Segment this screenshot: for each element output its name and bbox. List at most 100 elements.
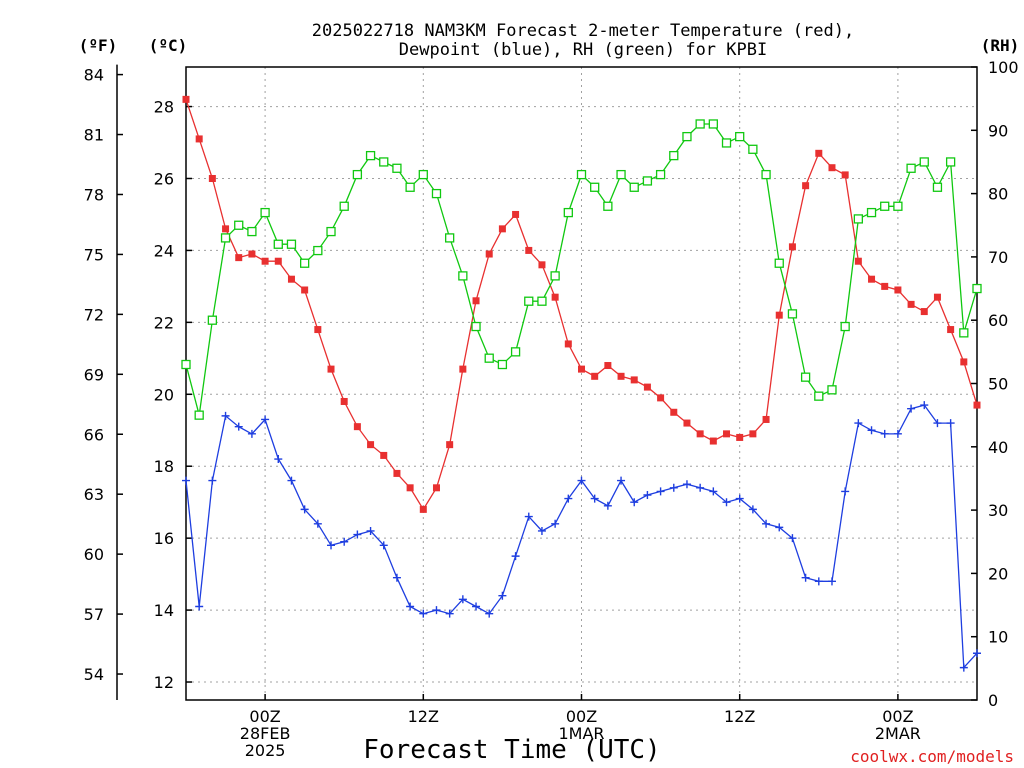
temperature-point (182, 95, 190, 103)
dewpoint-point (735, 494, 744, 503)
temperature-point (353, 423, 361, 431)
rh-point (194, 410, 204, 420)
rh-point (761, 169, 771, 180)
fahrenheit-unit-label: (ºF) (79, 36, 118, 55)
series (181, 95, 982, 672)
temperature-point (788, 243, 796, 251)
rh-point (919, 157, 929, 167)
temperature-point (920, 308, 928, 316)
temperature-point (947, 326, 955, 334)
dewpoint-point (485, 609, 494, 618)
rh-point (603, 201, 613, 211)
dewpoint-point (300, 505, 309, 514)
fahrenheit-tick-label: 57 (84, 605, 104, 624)
fahrenheit-tick-label: 81 (84, 126, 104, 145)
rh-point (695, 119, 705, 129)
temperature-point (406, 484, 414, 492)
temperature-point (274, 257, 282, 265)
temperature-point (578, 365, 585, 373)
temperature-point (538, 261, 546, 269)
temperature-point (881, 282, 889, 290)
celsius-tick-label: 12 (154, 673, 174, 692)
dewpoint-point (854, 419, 863, 428)
dewpoint-point (458, 595, 467, 604)
rh-point (774, 258, 784, 268)
dewpoint-point (814, 577, 823, 586)
rh-point (352, 169, 363, 180)
temperature-point (828, 164, 836, 172)
fahrenheit-tick-label: 69 (84, 365, 104, 384)
rh-point (735, 131, 745, 142)
rh-point (260, 207, 270, 218)
dewpoint-point (682, 480, 691, 489)
fahrenheit-tick-label: 66 (84, 425, 104, 444)
temperature-point (617, 372, 625, 380)
temperature-point (933, 293, 941, 301)
axes: 12 14 16 18 20 22 24 26 28 54 57 60 63 66 69 72 75 78 81 84… (84, 58, 1019, 760)
rh-point (616, 169, 626, 180)
rh-point (550, 271, 560, 281)
celsius-tick-label: 24 (154, 241, 174, 260)
celsius-tick-label: 14 (154, 601, 174, 620)
x-tick-label: 00Z (882, 707, 913, 726)
rh-point (748, 144, 758, 154)
rh-tick-label: 0 (988, 691, 998, 710)
rh-point (431, 188, 442, 199)
dewpoint-point (959, 663, 968, 672)
rh-point (590, 182, 600, 192)
temperature-point (485, 250, 493, 258)
celsius-tick-label: 22 (154, 313, 174, 332)
rh-point (339, 201, 349, 211)
rh-point (418, 169, 428, 180)
dewpoint-point (261, 415, 270, 424)
rh-point (313, 245, 323, 256)
temperature-point (657, 394, 665, 402)
x-tick-label: 00Z (566, 707, 597, 726)
dewpoint-point (643, 490, 652, 499)
dewpoint-point (379, 541, 388, 550)
rh-point (827, 385, 837, 395)
dewpoint-point (524, 512, 533, 521)
dewpoint-point (287, 476, 296, 485)
temperature-point (419, 505, 427, 513)
rh-point (405, 182, 415, 192)
dewpoint-point (313, 519, 322, 528)
rh-point (655, 169, 666, 180)
rh-point (234, 220, 244, 230)
dewpoint-point (340, 537, 349, 546)
rh-point (181, 359, 191, 370)
dewpoint-point (247, 429, 256, 438)
dewpoint-point (537, 526, 546, 535)
fahrenheit-tick-label: 72 (84, 305, 104, 324)
temperature-point (208, 174, 216, 182)
chart-title-line1: 2025022718 NAM3KM Forecast 2-meter Tempe… (312, 21, 854, 41)
temperature-point (723, 430, 731, 438)
temperature-point (551, 293, 559, 301)
dewpoint-point (445, 609, 454, 618)
rh-tick-label: 50 (988, 375, 1008, 394)
temperature-point (432, 484, 440, 492)
celsius-unit-label: (ºC) (149, 36, 188, 55)
rh-point (524, 296, 534, 306)
temperature-point (670, 408, 678, 416)
temperature-point (248, 250, 256, 258)
rh-point (563, 207, 573, 218)
rh-point (299, 258, 310, 268)
rh-point (893, 201, 903, 211)
temperature-point (261, 257, 269, 265)
fahrenheit-tick-label: 75 (84, 245, 104, 264)
dewpoint-point (590, 494, 599, 503)
dewpoint-point (867, 426, 876, 435)
dewpoint-point (762, 519, 771, 528)
temperature-point (604, 362, 612, 370)
dewpoint-point (406, 602, 415, 611)
temperature-point (472, 297, 480, 305)
temperature-point (301, 286, 309, 294)
celsius-tick-label: 16 (154, 529, 174, 548)
credit-text: coolwx.com/models (850, 747, 1014, 766)
celsius-tick-label: 20 (154, 385, 174, 404)
dewpoint-point (182, 476, 190, 485)
temperature-point (802, 182, 810, 190)
rh-point (669, 150, 679, 161)
